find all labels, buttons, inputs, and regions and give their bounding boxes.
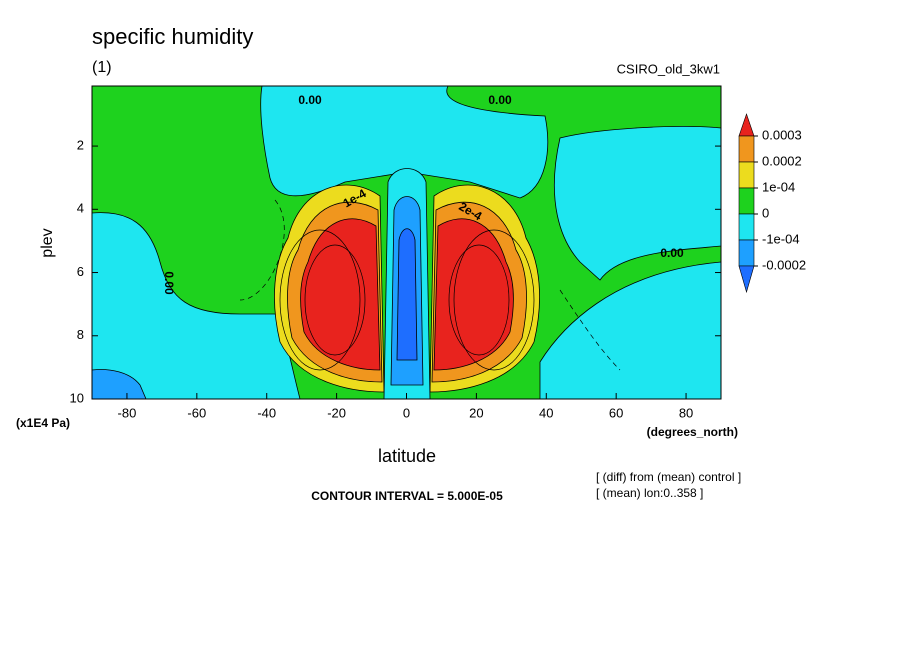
colorbar-label: 1e-04 <box>762 179 795 194</box>
colorbar-box <box>738 239 755 267</box>
colorbar-label: 0 <box>762 205 769 220</box>
y-axis-label: plev <box>39 228 56 257</box>
y-units: (x1E4 Pa) <box>16 416 70 430</box>
y-tick-label: 8 <box>77 327 84 342</box>
x-units: (degrees_north) <box>647 425 738 439</box>
source-label: CSIRO_old_3kw1 <box>617 61 720 76</box>
colorbar-label: 0.0003 <box>762 127 802 142</box>
contour-interval: CONTOUR INTERVAL = 5.000E-05 <box>311 489 503 503</box>
x-tick-label: -40 <box>257 405 276 420</box>
colorbar-label: -1e-04 <box>762 231 800 246</box>
note: [ (diff) from (mean) control ] <box>596 470 741 484</box>
contour-region <box>91 212 301 400</box>
contour-line <box>239 199 285 301</box>
contour-region <box>554 126 722 281</box>
y-tick-label: 2 <box>77 138 84 153</box>
x-tick-label: 80 <box>679 405 693 420</box>
x-tick-label: -80 <box>118 405 137 420</box>
x-tick-label: -60 <box>187 405 206 420</box>
colorbar-label: 0.0002 <box>762 153 802 168</box>
contour-line <box>448 244 510 356</box>
contour-line <box>559 289 621 371</box>
contour-region <box>91 369 147 400</box>
x-tick-label: 0 <box>403 405 410 420</box>
colorbar-label: -0.0002 <box>762 257 806 272</box>
x-tick-label: 20 <box>469 405 483 420</box>
x-tick-label: 40 <box>539 405 553 420</box>
contour-line <box>304 244 366 356</box>
x-tick-label: 60 <box>609 405 623 420</box>
chart-subtitle: (1) <box>92 59 112 76</box>
contour-region <box>396 228 418 361</box>
x-axis-label: latitude <box>378 446 436 466</box>
y-tick-label: 4 <box>77 201 84 216</box>
note: [ (mean) lon:0..358 ] <box>596 486 703 500</box>
y-tick-label: 10 <box>70 390 84 405</box>
contour-label: 0.00 <box>660 246 684 260</box>
contour-label: 0.00 <box>488 93 512 107</box>
colorbar-triangle <box>738 265 755 294</box>
colorbar-box <box>738 187 755 215</box>
contour-label: 0.00 <box>162 271 176 295</box>
x-tick-label: -20 <box>327 405 346 420</box>
chart-title: specific humidity <box>92 24 253 49</box>
colorbar-box <box>738 213 755 241</box>
contour-label: 0.00 <box>298 93 322 107</box>
contour-line <box>279 229 361 371</box>
colorbar-box <box>738 161 755 189</box>
contour-line <box>453 229 535 371</box>
contour-region <box>433 218 514 371</box>
y-tick-label: 6 <box>77 264 84 279</box>
colorbar-box <box>738 135 755 163</box>
contour-region <box>260 85 549 199</box>
contour-region <box>300 218 381 371</box>
